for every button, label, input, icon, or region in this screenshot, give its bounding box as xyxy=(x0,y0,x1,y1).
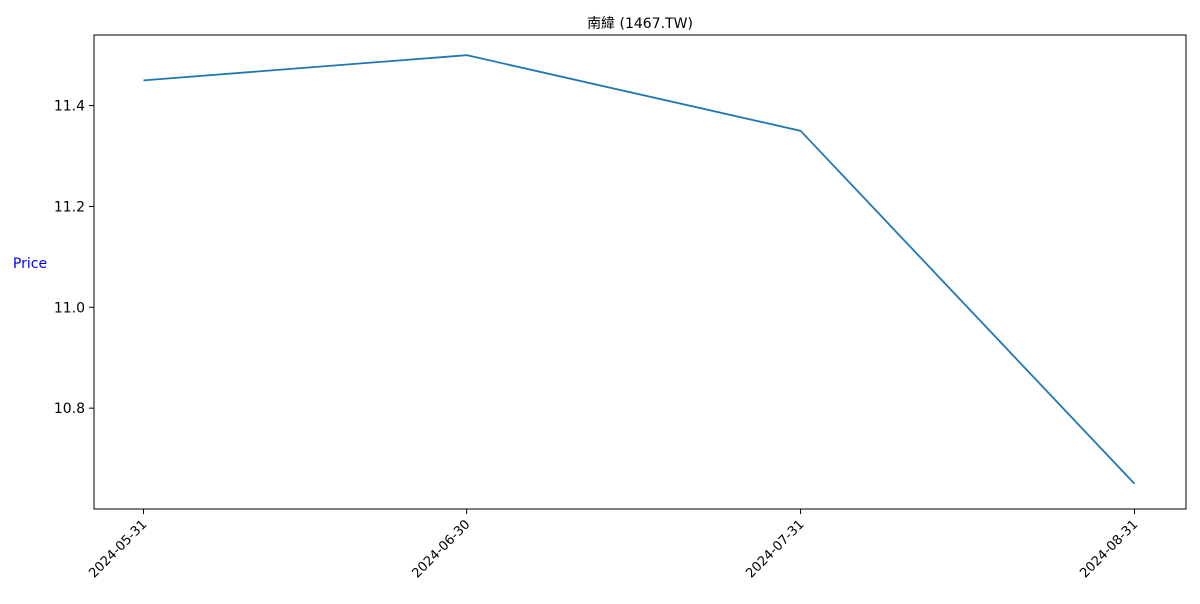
x-tick-label: 2024-08-31 xyxy=(1077,517,1141,581)
y-tick-label: 11.2 xyxy=(54,199,85,215)
series-layer xyxy=(143,54,1136,485)
x-tick-label: 2024-05-31 xyxy=(86,517,150,581)
y-tick-label: 10.8 xyxy=(54,401,85,417)
x-tick-label: 2024-06-30 xyxy=(409,517,473,581)
y-tick-label: 11.0 xyxy=(54,300,85,316)
chart-title: 南緯 (1467.TW) xyxy=(587,16,693,32)
y-axis-label: Price xyxy=(13,256,47,272)
plot-frame xyxy=(93,34,1187,510)
x-tick-label: 2024-07-31 xyxy=(743,517,807,581)
y-tick-label: 11.4 xyxy=(54,99,85,115)
price-series-line xyxy=(143,54,1136,485)
